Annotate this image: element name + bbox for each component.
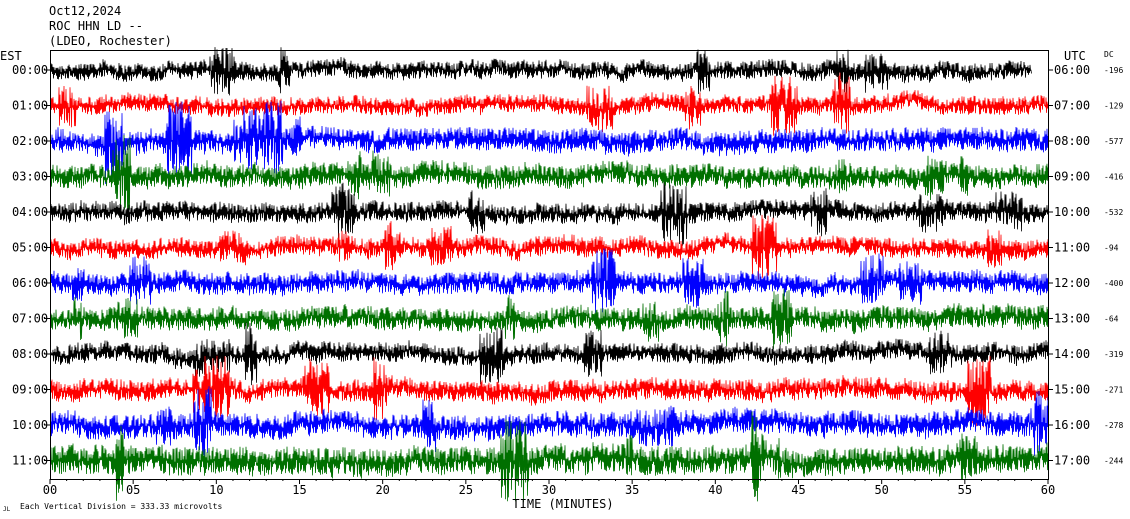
x-tick-label-55: 55 <box>958 483 972 497</box>
x-tick-label-15: 15 <box>292 483 306 497</box>
dc-value: -577 <box>1104 137 1123 146</box>
utc-label: 11:00 <box>1054 241 1090 255</box>
x-tick-label-20: 20 <box>375 483 389 497</box>
trace-0300 <box>50 134 1049 215</box>
x-tick-label-35: 35 <box>625 483 639 497</box>
trace-0200 <box>50 100 1049 184</box>
est-label: 11:00 <box>12 454 48 468</box>
x-tick-label-60: 60 <box>1041 483 1055 497</box>
utc-label: 12:00 <box>1054 276 1090 290</box>
trace-0900 <box>50 355 1049 428</box>
trace-0500 <box>50 214 1049 280</box>
trace-0000 <box>50 47 1032 96</box>
trace-0600 <box>50 248 1049 313</box>
y-axis: 00:00 06:00 -196 01:00 07:00 -129 02:00 08:00 -5… <box>12 63 1123 468</box>
dc-value: -532 <box>1104 208 1123 217</box>
trace-0700 <box>50 289 1049 349</box>
utc-label: 09:00 <box>1054 170 1090 184</box>
dc-value: -64 <box>1104 315 1119 324</box>
x-tick-label-00: 00 <box>43 483 57 497</box>
dc-value: -400 <box>1104 279 1123 288</box>
dc-value: -416 <box>1104 173 1123 182</box>
utc-label: 08:00 <box>1054 134 1090 148</box>
chart-date: Oct12,2024 <box>49 4 122 18</box>
trace-1000 <box>50 386 1049 460</box>
est-label: 09:00 <box>12 383 48 397</box>
chart-network: (LDEO, Rochester) <box>49 34 172 48</box>
x-tick-label-25: 25 <box>459 483 473 497</box>
x-tick-label-05: 05 <box>126 483 140 497</box>
trace-0100 <box>50 72 1049 136</box>
dc-value: -129 <box>1104 102 1123 111</box>
est-axis-label: EST <box>0 49 22 63</box>
est-label: 03:00 <box>12 170 48 184</box>
dc-axis-label: DC <box>1104 50 1114 59</box>
trace-0400 <box>50 182 1049 246</box>
est-label: 04:00 <box>12 205 48 219</box>
x-tick-label-10: 10 <box>209 483 223 497</box>
utc-label: 06:00 <box>1054 63 1090 77</box>
x-tick-label-50: 50 <box>874 483 888 497</box>
est-label: 02:00 <box>12 134 48 148</box>
utc-label: 17:00 <box>1054 454 1090 468</box>
dc-value: -319 <box>1104 350 1123 359</box>
vertical-division-note: Each Vertical Division = 333.33 microvol… <box>20 502 222 511</box>
utc-axis-label: UTC <box>1064 49 1086 63</box>
est-label: 10:00 <box>12 418 48 432</box>
dc-value: -271 <box>1104 386 1123 395</box>
x-axis-title: TIME (MINUTES) <box>512 497 613 511</box>
utc-label: 10:00 <box>1054 205 1090 219</box>
trace-0800 <box>50 322 1049 386</box>
x-axis: 00 05 10 15 20 25 30 35 40 45 50 55 60 <box>43 479 1055 497</box>
dc-value: -244 <box>1104 457 1123 466</box>
est-label: 01:00 <box>12 99 48 113</box>
utc-label: 15:00 <box>1054 383 1090 397</box>
trace-group <box>50 47 1049 503</box>
utc-label: 07:00 <box>1054 99 1090 113</box>
chart-station: ROC HHN LD -- <box>49 19 143 33</box>
utc-label: 16:00 <box>1054 418 1090 432</box>
dc-value: -278 <box>1104 421 1123 430</box>
utc-label: 14:00 <box>1054 347 1090 361</box>
footer-mark: JL <box>3 506 11 513</box>
x-tick-label-40: 40 <box>708 483 722 497</box>
x-tick-label-45: 45 <box>791 483 805 497</box>
dc-value: -196 <box>1104 66 1123 75</box>
est-label: 05:00 <box>12 241 48 255</box>
est-label: 06:00 <box>12 276 48 290</box>
est-label: 00:00 <box>12 63 48 77</box>
utc-label: 13:00 <box>1054 312 1090 326</box>
x-tick-label-30: 30 <box>542 483 556 497</box>
est-label: 07:00 <box>12 312 48 326</box>
est-label: 08:00 <box>12 347 48 361</box>
trace-1100 <box>50 411 1049 503</box>
dc-value: -94 <box>1104 244 1119 253</box>
